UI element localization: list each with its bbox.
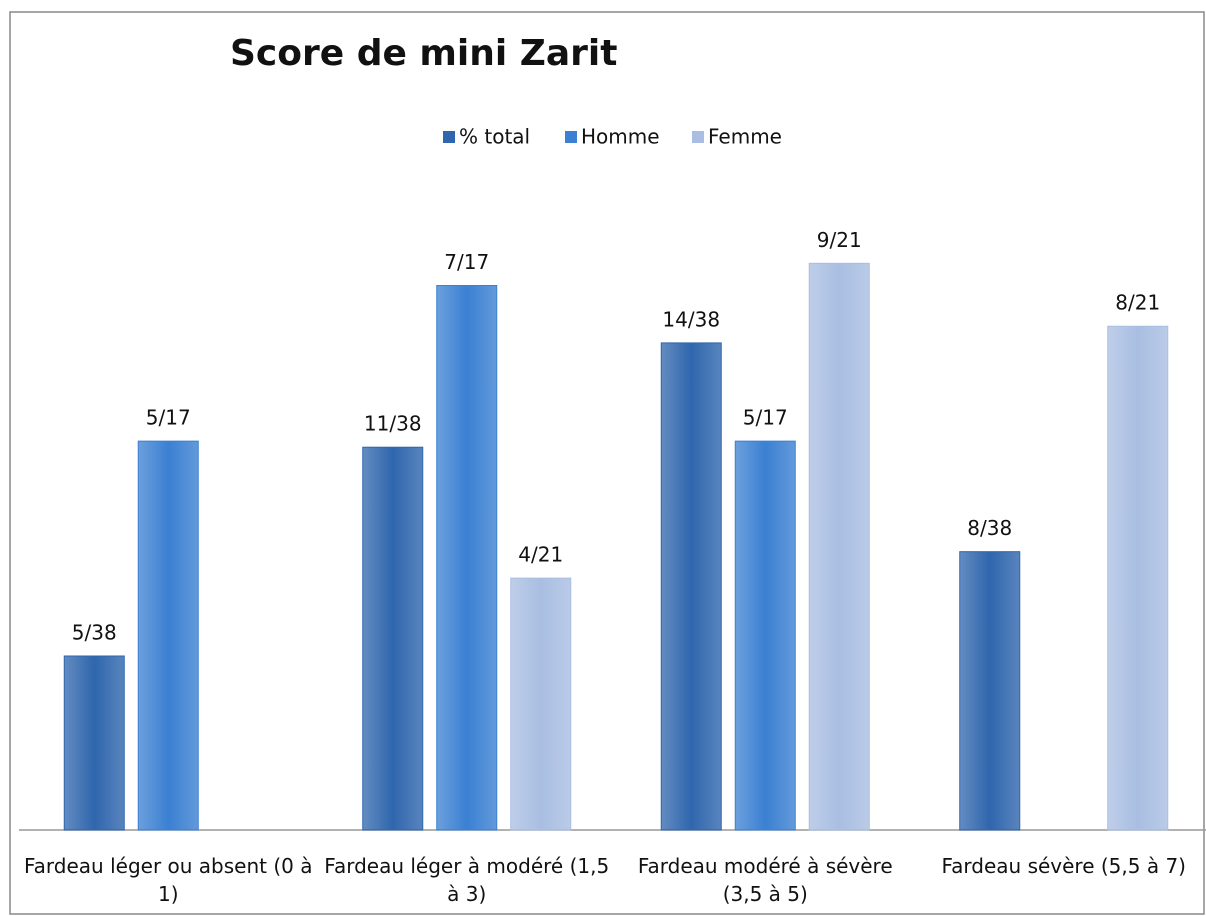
legend-label: Homme [581,125,660,149]
bar [362,446,424,831]
bar [436,285,498,831]
bar [63,655,125,831]
legend-label: % total [459,125,530,149]
bar [1107,325,1169,831]
bar [959,551,1021,831]
chart-border [9,11,1205,915]
chart-title: Score de mini Zarit [230,33,617,74]
x-tick-label: Fardeau léger à modéré (1,5 à 3) [324,854,610,906]
bar [808,262,870,831]
legend-swatch [565,131,577,143]
bar [510,577,572,831]
x-tick-label: Fardeau modéré à sévère (3,5 à 5) [637,854,893,906]
data-label: 8/21 [1115,291,1160,315]
data-label: 7/17 [444,250,489,274]
legend-swatch [443,131,455,143]
data-label: 5/17 [146,406,191,430]
legend-swatch [692,131,704,143]
data-label: 5/38 [72,620,117,644]
data-label: 5/17 [743,406,788,430]
x-tick-label: Fardeau sévère (5,5 à 7) [941,854,1186,878]
bar [734,440,796,831]
data-label: 8/38 [967,516,1012,540]
data-label: 11/38 [364,412,422,436]
legend-label: Femme [708,125,782,149]
bar [137,440,199,831]
data-label: 14/38 [662,307,720,331]
bar [660,342,722,831]
data-label: 9/21 [817,228,862,252]
data-label: 4/21 [518,543,563,567]
x-tick-label: Fardeau léger ou absent (0 à 1) [24,854,313,906]
